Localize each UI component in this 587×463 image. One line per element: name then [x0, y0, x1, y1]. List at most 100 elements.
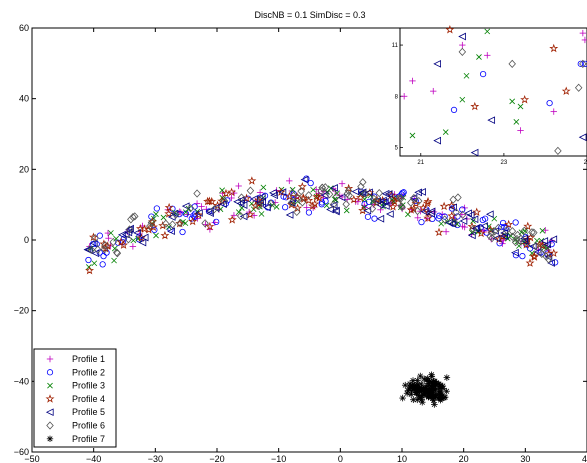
profile-4-point	[103, 241, 113, 250]
profile-7-point	[417, 372, 424, 380]
profile-6-point	[395, 194, 404, 203]
inset-axis-ticks: 21 23 25 5 8 11	[392, 43, 587, 166]
inset-profile-1-point	[430, 87, 437, 95]
y-tick-label: −60	[14, 447, 29, 457]
profile-6-point	[508, 227, 517, 236]
legend-item: Profile 5	[45, 407, 105, 417]
y-tick-label: 0	[24, 235, 29, 245]
profile-3-point	[185, 205, 192, 212]
inset-profile-3-point	[442, 129, 449, 135]
profile-1-point	[303, 204, 310, 211]
profile-5-point	[89, 239, 98, 248]
profile-7-point	[406, 380, 414, 388]
legend-item: Profile 7	[46, 434, 105, 444]
profile-2-point	[512, 219, 519, 226]
inset-scatter-points	[400, 25, 587, 157]
profile-4-point	[372, 195, 382, 204]
profile-5-point	[300, 175, 309, 184]
profile-5-point	[195, 209, 203, 217]
profile-4-point	[304, 195, 314, 205]
profile-6-point	[87, 245, 96, 255]
profile-6-point	[131, 212, 139, 221]
profile-5-point	[414, 188, 422, 197]
profile-4-point	[217, 196, 227, 205]
profile-6-point	[410, 193, 418, 203]
profile-2-point	[371, 215, 378, 222]
profile-4-point	[358, 205, 368, 215]
inset-profile-2-point	[479, 70, 487, 78]
profile-5-point	[520, 234, 528, 243]
legend-label: Profile 1	[72, 354, 105, 364]
legend-marker	[46, 355, 54, 363]
profile-5-point	[91, 249, 100, 258]
profile-5-point	[418, 188, 426, 196]
profile-5-point	[533, 248, 542, 256]
profile-4-point	[194, 210, 204, 219]
profile-5-point	[384, 190, 393, 198]
profile-4-point	[254, 195, 263, 205]
profile-3-point	[111, 257, 117, 264]
profile-1-point	[177, 209, 185, 216]
inset-profile-5-point	[458, 32, 466, 41]
profile-5-point	[351, 187, 360, 196]
profile-6-point	[210, 205, 219, 214]
profile-5-point	[459, 217, 468, 225]
profile-4-point	[164, 209, 174, 218]
profile-5-point	[445, 218, 453, 227]
profile-2-point	[436, 212, 443, 219]
profile-4-point	[356, 192, 365, 202]
profile-1-point	[104, 229, 112, 237]
x-tick-label: 10	[397, 454, 407, 463]
y-tick-label: 40	[19, 94, 29, 104]
inset-profile-6-point	[458, 47, 467, 57]
profile-5-point	[121, 230, 130, 239]
profile-3-point	[289, 186, 296, 193]
profile-4-point	[245, 209, 255, 219]
inset-profile-6-point	[508, 59, 516, 68]
profile-6-point	[113, 248, 121, 257]
inset-profile-1-point	[400, 93, 408, 100]
profile-5-point	[427, 207, 436, 216]
profile-6-point	[127, 215, 135, 224]
profile-6-point	[513, 234, 521, 244]
profile-5-point	[211, 204, 220, 212]
inset-profile-1-point	[484, 52, 491, 59]
profile-6-point	[91, 233, 99, 243]
profile-6-point	[168, 220, 177, 229]
profile-6-point	[415, 196, 423, 206]
profile-3-point	[235, 209, 242, 215]
profile-5-point	[236, 199, 245, 208]
inset-profile-1-point	[579, 29, 587, 37]
profile-6-point	[193, 189, 201, 198]
inset-profile-1-point	[409, 77, 416, 85]
profile-4-point	[297, 182, 307, 191]
profile-7-point	[436, 394, 444, 402]
profile-5-point	[263, 203, 271, 212]
profile-5-point	[206, 209, 214, 218]
profile-5-point	[257, 193, 266, 201]
profile-4-point	[188, 216, 198, 226]
profile-1-point	[414, 214, 421, 222]
profile-5-point	[385, 210, 394, 218]
profile-5-point	[381, 189, 390, 198]
profile-3-point	[310, 186, 316, 193]
inset-profile-3-point	[517, 103, 524, 110]
y-tick-label: −40	[14, 376, 29, 386]
inset-profile-3-point	[509, 98, 516, 105]
inset-profile-3-point	[513, 119, 520, 125]
profile-4-point	[494, 234, 504, 243]
profile-4-point	[390, 196, 399, 206]
profile-7-point	[418, 396, 425, 403]
profile-6-point	[454, 193, 462, 202]
legend-label: Profile 3	[72, 381, 105, 391]
profile-3-point	[258, 211, 265, 217]
profile-3-point	[108, 230, 114, 236]
profile-6-point	[530, 228, 538, 237]
inset-frame	[399, 27, 587, 157]
profile-6-point	[486, 232, 495, 241]
profile-1-point	[313, 186, 320, 193]
x-tick-label: 40	[582, 454, 587, 463]
profile-5-point	[427, 209, 435, 218]
inset-profile-1-point	[459, 41, 466, 49]
profile-2-point	[103, 249, 110, 256]
